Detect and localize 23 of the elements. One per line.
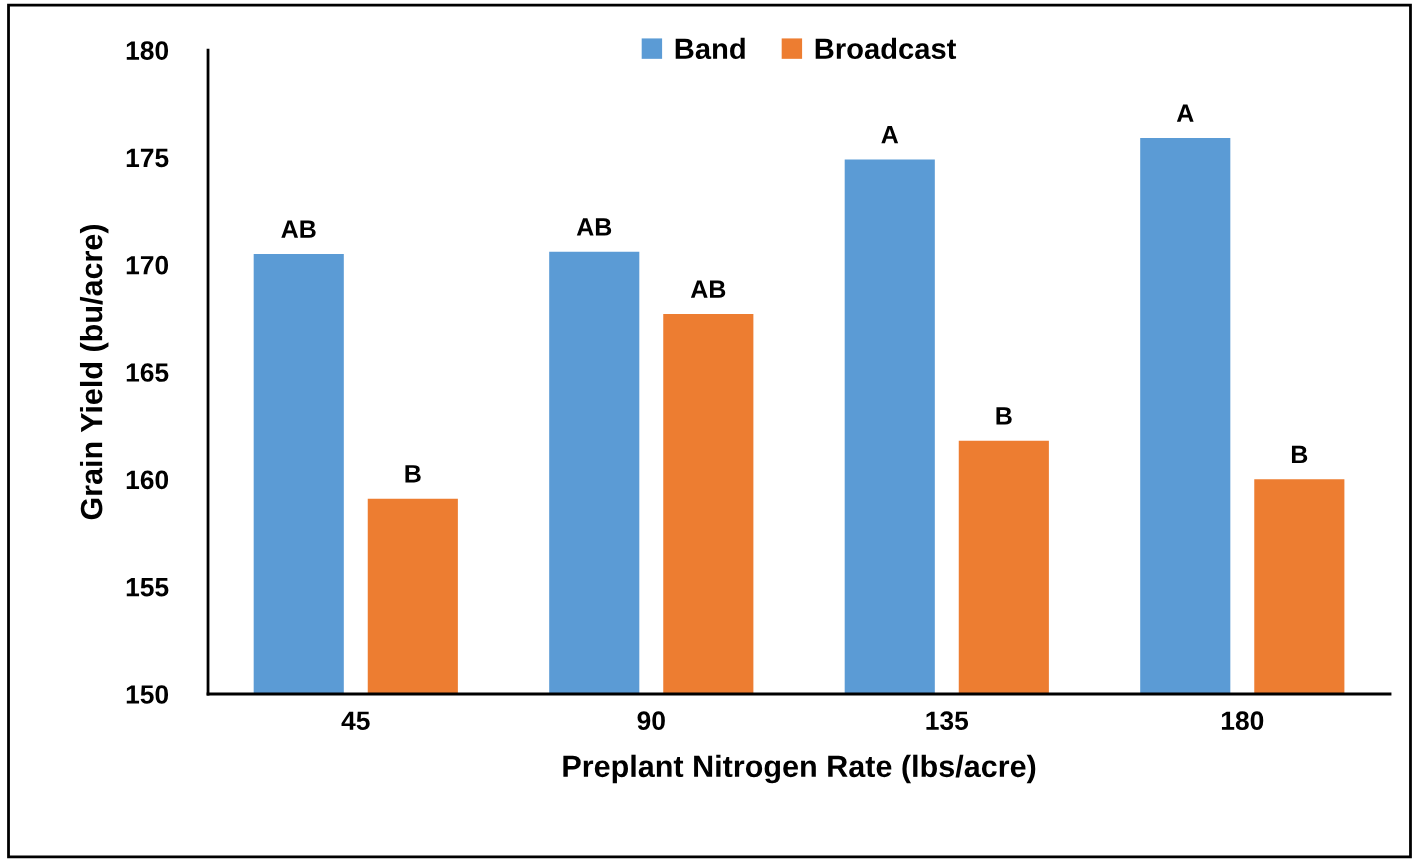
y-axis-title: Grain Yield (bu/acre): [79, 224, 109, 520]
data-label: B: [1291, 445, 1308, 464]
legend-label: Band: [675, 37, 745, 60]
x-tick-label: 45: [341, 711, 370, 731]
y-tick-label: 175: [126, 148, 169, 168]
y-tick-label: 170: [126, 255, 169, 275]
data-label: A: [881, 126, 899, 144]
x-axis-title: Preplant Nitrogen Rate (lbs/acre): [563, 754, 1036, 784]
y-tick-label: 165: [126, 363, 169, 382]
y-tick-label: 180: [126, 41, 169, 60]
x-tick-label: 90: [637, 711, 665, 731]
y-tick-label: 150: [126, 685, 169, 704]
y-tick-label: 160: [126, 470, 169, 490]
data-label: B: [996, 407, 1012, 425]
x-tick-label: 180: [1221, 711, 1264, 731]
data-label: AB: [576, 218, 612, 236]
legend-label: Broadcast: [815, 37, 957, 60]
data-label: A: [1176, 104, 1194, 122]
x-tick-label: 135: [926, 711, 969, 731]
data-label: AB: [281, 220, 316, 238]
y-tick-label: 155: [126, 578, 169, 597]
data-label: AB: [690, 280, 726, 298]
data-label: B: [405, 465, 421, 483]
